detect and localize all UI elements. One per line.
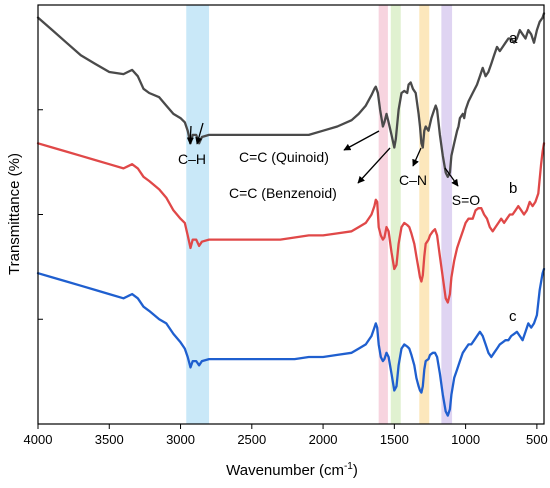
x-axis-title-close: ) — [353, 462, 358, 479]
arrow-ch-left — [186, 125, 194, 145]
annotation-arrows — [186, 122, 459, 187]
arrow-ch-right — [195, 122, 204, 145]
highlight-band-4 — [419, 5, 430, 424]
arrow-benzenoid — [357, 147, 391, 184]
annotation-benzenoid: C=C (Benzenoid) — [229, 185, 337, 201]
x-tick-label: 3000 — [166, 432, 195, 447]
x-axis-title: Wavenumber (cm-1) — [226, 461, 358, 479]
x-axis-title-main: Wavenumber (cm — [226, 462, 344, 479]
spectrum-line-c — [36, 267, 546, 417]
highlight-band-5 — [441, 5, 453, 424]
plot-frame — [37, 4, 545, 425]
x-tick-label: 500 — [526, 432, 548, 447]
axes — [37, 4, 545, 425]
highlight-band-1 — [186, 5, 210, 424]
annotation-quinoid: C=C (Quinoid) — [239, 149, 329, 165]
spectra-lines — [36, 12, 546, 417]
x-ticks: 4000 3500 3000 2500 2000 1500 1000 500 — [24, 424, 548, 447]
x-tick-label: 2500 — [237, 432, 266, 447]
arrow-so — [444, 167, 459, 187]
arrow-cn — [412, 147, 422, 167]
annotation-cn: C–N — [399, 172, 427, 188]
series-label-b: b — [509, 180, 517, 197]
x-tick-label: 4000 — [24, 432, 53, 447]
series-label-c: c — [509, 308, 517, 325]
series-label-a: a — [509, 30, 518, 47]
y-axis-title: Transmittance (%) — [6, 153, 23, 275]
x-tick-label: 1500 — [380, 432, 409, 447]
x-tick-label: 3500 — [95, 432, 124, 447]
highlight-band-2 — [378, 5, 388, 424]
y-ticks — [38, 4, 43, 320]
x-tick-label: 2000 — [309, 432, 338, 447]
highlight-bands — [186, 5, 453, 424]
x-tick-label: 1000 — [451, 432, 480, 447]
arrow-quinoid — [343, 130, 380, 151]
annotation-so: S=O — [452, 192, 481, 208]
spectrum-line-b — [36, 142, 546, 304]
annotation-ch: C–H — [178, 151, 206, 167]
x-axis-title-sup: -1 — [344, 461, 353, 472]
highlight-band-3 — [390, 5, 401, 424]
